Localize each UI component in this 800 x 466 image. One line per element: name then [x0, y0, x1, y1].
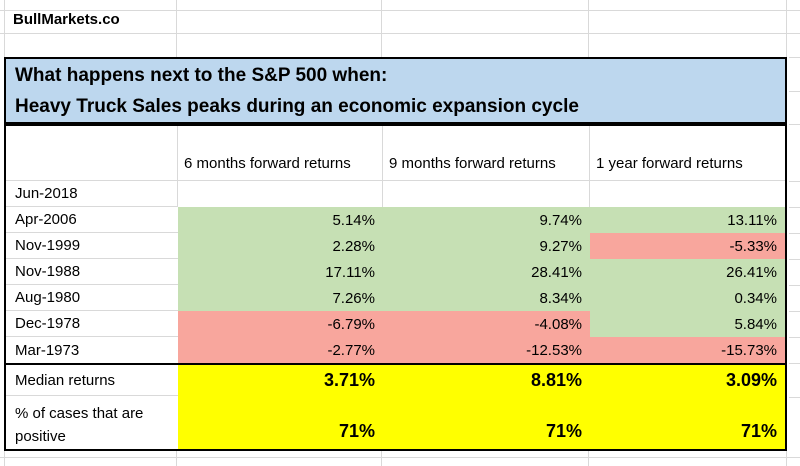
value-cell-apr-2006-1y[interactable]: 13.11% [590, 207, 785, 233]
gridline [0, 457, 800, 458]
gridline [789, 363, 800, 364]
value-cell-nov-1988-6m[interactable]: 17.11% [178, 259, 383, 285]
col-header-9-months[interactable]: 9 months forward returns [383, 126, 590, 181]
gridline [789, 311, 800, 312]
gridline [789, 233, 800, 234]
value-cell-nov-1988-1y[interactable]: 26.41% [590, 259, 785, 285]
gridline [789, 57, 800, 58]
col-header-1-year[interactable]: 1 year forward returns [590, 126, 785, 181]
row-label-nov-1999[interactable]: Nov-1999 [6, 233, 178, 259]
median-cell-6m[interactable]: 3.71% [178, 363, 383, 396]
gridline [0, 10, 800, 11]
value-cell-jun-2018-1y[interactable] [590, 181, 785, 207]
row-label-aug-1980[interactable]: Aug-1980 [6, 285, 178, 311]
value-cell-nov-1999-1y[interactable]: -5.33% [590, 233, 785, 259]
row-label-dec-1978[interactable]: Dec-1978 [6, 311, 178, 337]
gridline [0, 33, 800, 34]
row-label-apr-2006[interactable]: Apr-2006 [6, 207, 178, 233]
gridline [789, 259, 800, 260]
row-label-mar-1973[interactable]: Mar-1973 [15, 341, 80, 359]
gridline [789, 91, 800, 92]
banner-line-1: What happens next to the S&P 500 when: [15, 65, 388, 86]
row-label-jun-2018[interactable]: Jun-2018 [6, 181, 178, 207]
median-cell-1y[interactable]: 3.09% [590, 363, 785, 396]
value-cell-jun-2018-9m[interactable] [383, 181, 590, 207]
brand-cell[interactable]: BullMarkets.co [13, 11, 120, 28]
title-banner[interactable]: What happens next to the S&P 500 when: H… [4, 57, 787, 124]
value-cell-nov-1988-9m[interactable]: 28.41% [383, 259, 590, 285]
value-cell-mar-1973-9m[interactable]: -12.53% [383, 337, 590, 363]
percent-positive-cell-6m[interactable]: 71% [178, 396, 383, 449]
gridline [789, 124, 800, 125]
value-cell-mar-1973-6m[interactable]: -2.77% [178, 337, 383, 363]
value-cell-aug-1980-6m[interactable]: 7.26% [178, 285, 383, 311]
percent-positive-cell-9m[interactable]: 71% [383, 396, 590, 449]
value-cell-apr-2006-6m[interactable]: 5.14% [178, 207, 383, 233]
value-cell-dec-1978-9m[interactable]: -4.08% [383, 311, 590, 337]
row-label-percent-positive[interactable]: % of cases that are positive [15, 405, 144, 445]
gridline [789, 337, 800, 338]
value-cell-dec-1978-6m[interactable]: -6.79% [178, 311, 383, 337]
row-label-median-returns[interactable]: Median returns [6, 363, 178, 396]
value-cell-dec-1978-1y[interactable]: 5.84% [590, 311, 785, 337]
banner-line-2: Heavy Truck Sales peaks during an econom… [15, 96, 579, 117]
value-cell-nov-1999-6m[interactable]: 2.28% [178, 233, 383, 259]
gridline [789, 397, 800, 398]
percent-positive-cell-1y[interactable]: 71% [590, 396, 785, 449]
col-header-6-months[interactable]: 6 months forward returns [178, 126, 383, 181]
median-cell-9m[interactable]: 8.81% [383, 363, 590, 396]
row-label-nov-1988[interactable]: Nov-1988 [6, 259, 178, 285]
gridline [789, 207, 800, 208]
value-cell-aug-1980-1y[interactable]: 0.34% [590, 285, 785, 311]
value-cell-aug-1980-9m[interactable]: 8.34% [383, 285, 590, 311]
gridline [789, 285, 800, 286]
header-corner-cell[interactable] [6, 126, 178, 181]
returns-table: 6 months forward returns 9 months forwar… [4, 124, 787, 451]
value-cell-mar-1973-1y[interactable]: -15.73% [590, 337, 785, 363]
value-cell-jun-2018-6m[interactable] [178, 181, 383, 207]
value-cell-nov-1999-9m[interactable]: 9.27% [383, 233, 590, 259]
gridline [789, 181, 800, 182]
value-cell-apr-2006-9m[interactable]: 9.74% [383, 207, 590, 233]
